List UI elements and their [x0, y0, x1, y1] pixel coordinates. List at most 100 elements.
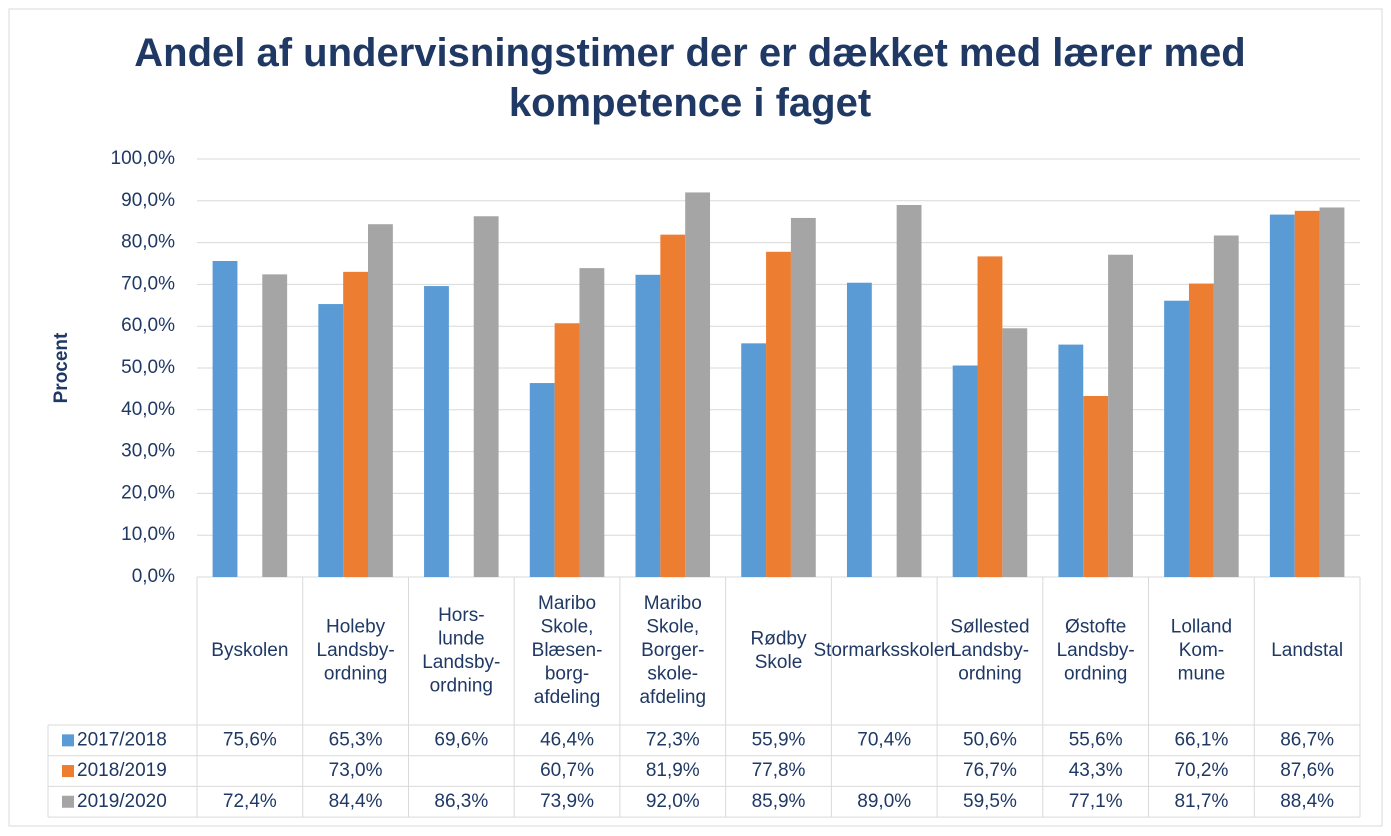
bar: [635, 274, 661, 577]
bar: [846, 282, 872, 577]
data-table-value: 86,7%: [1280, 729, 1334, 750]
y-tick-label: 30,0%: [121, 441, 175, 462]
y-tick-label: 90,0%: [121, 190, 175, 211]
x-tick-label: Kom-: [1179, 640, 1224, 661]
data-table-value: 72,3%: [646, 729, 700, 750]
data-table-value: 76,7%: [963, 760, 1017, 781]
data-table-value: 60,7%: [540, 760, 594, 781]
bar: [1188, 283, 1214, 577]
x-tick-label: Hors-: [438, 605, 484, 626]
x-tick-label: Skole,: [541, 617, 594, 638]
data-table-value: 88,4%: [1280, 791, 1334, 812]
x-tick-label: afdeling: [534, 687, 601, 708]
bar: [1213, 235, 1239, 577]
data-table-value: 66,1%: [1174, 729, 1228, 750]
bar: [1058, 344, 1084, 577]
data-table-value: 55,9%: [752, 729, 806, 750]
x-tick-label: Landstal: [1271, 640, 1343, 661]
x-tick-label: afdeling: [639, 687, 706, 708]
y-tick-label: 10,0%: [121, 524, 175, 545]
legend-label: 2017/2018: [77, 729, 167, 750]
legend-label: 2019/2020: [77, 791, 167, 812]
bar: [790, 217, 816, 578]
x-tick-label: ordning: [324, 664, 387, 685]
legend-swatch: [62, 795, 74, 808]
data-table-value: 46,4%: [540, 729, 594, 750]
x-tick-label: ordning: [958, 664, 1021, 685]
bar: [318, 304, 344, 577]
x-tick-label: ordning: [1064, 664, 1127, 685]
data-table-value: 65,3%: [329, 729, 383, 750]
y-tick-label: 50,0%: [121, 357, 175, 378]
data-table-value: 77,1%: [1069, 791, 1123, 812]
data-table-value: 77,8%: [752, 760, 806, 781]
data-table-value: 81,9%: [646, 760, 700, 781]
x-tick-label: Rødby: [751, 628, 807, 649]
x-tick-label: Landsby-: [422, 652, 500, 673]
bar: [1108, 254, 1133, 578]
data-table-value: 89,0%: [857, 791, 911, 812]
y-tick-label: 60,0%: [121, 315, 175, 336]
y-tick-label: 70,0%: [121, 273, 175, 294]
data-table-value: 86,3%: [434, 791, 488, 812]
bar: [262, 274, 288, 577]
bar: [473, 216, 499, 578]
x-tick-label: Maribo: [644, 593, 702, 614]
bar: [741, 343, 767, 577]
legend-label: 2018/2019: [77, 760, 167, 781]
y-tick-label: 100,0%: [111, 148, 176, 169]
bar: [896, 204, 922, 578]
bar: [368, 224, 393, 577]
data-table-value: 59,5%: [963, 791, 1017, 812]
bar: [579, 268, 605, 577]
bar: [766, 251, 791, 577]
bar: [1164, 300, 1189, 577]
data-table-value: 85,9%: [752, 791, 806, 812]
data-table-value: 55,6%: [1069, 729, 1123, 750]
data-table-value: 87,6%: [1280, 760, 1334, 781]
x-tick-label: Holeby: [326, 617, 386, 638]
y-tick-label: 80,0%: [121, 232, 175, 253]
x-tick-label: borg-: [545, 664, 589, 685]
x-tick-label: Skole,: [646, 617, 699, 638]
x-tick-label: mune: [1178, 664, 1226, 685]
bar: [977, 256, 1003, 577]
bar: [424, 286, 449, 577]
bar: [1083, 396, 1109, 577]
x-tick-label: Lolland: [1171, 617, 1232, 638]
legend-swatch: [62, 734, 74, 747]
bar: [660, 234, 686, 577]
bar: [343, 271, 369, 577]
bar: [529, 383, 555, 577]
data-table-value: 69,6%: [434, 729, 488, 750]
data-table-value: 84,4%: [329, 791, 383, 812]
bar: [554, 323, 580, 577]
chart-title: Andel af undervisningstimer der er dække…: [134, 31, 1246, 125]
bar: [1294, 210, 1320, 577]
data-table-value: 70,4%: [857, 729, 911, 750]
x-tick-label: Maribo: [538, 593, 596, 614]
bar: [685, 192, 711, 577]
x-tick-label: Søllested: [950, 617, 1029, 638]
legend-swatch: [62, 765, 74, 778]
data-table-value: 73,9%: [540, 791, 594, 812]
bar: [1269, 214, 1295, 577]
data-table-value: 70,2%: [1174, 760, 1228, 781]
data-table-value: 73,0%: [329, 760, 383, 781]
data-table-value: 72,4%: [223, 791, 277, 812]
bar: [212, 260, 238, 577]
data-table-value: 43,3%: [1069, 760, 1123, 781]
x-tick-label: lunde: [438, 628, 485, 649]
x-tick-label: Blæsen-: [532, 640, 603, 661]
x-tick-label: Byskolen: [211, 640, 288, 661]
bar: [952, 365, 978, 577]
bar: [1002, 328, 1028, 577]
data-table-value: 81,7%: [1174, 791, 1228, 812]
data-table-value: 75,6%: [223, 729, 277, 750]
x-tick-label: Stormarksskolen: [813, 640, 955, 661]
y-tick-label: 40,0%: [121, 399, 175, 420]
y-tick-label: 0,0%: [132, 566, 175, 587]
y-axis-label: Procent: [51, 332, 72, 403]
